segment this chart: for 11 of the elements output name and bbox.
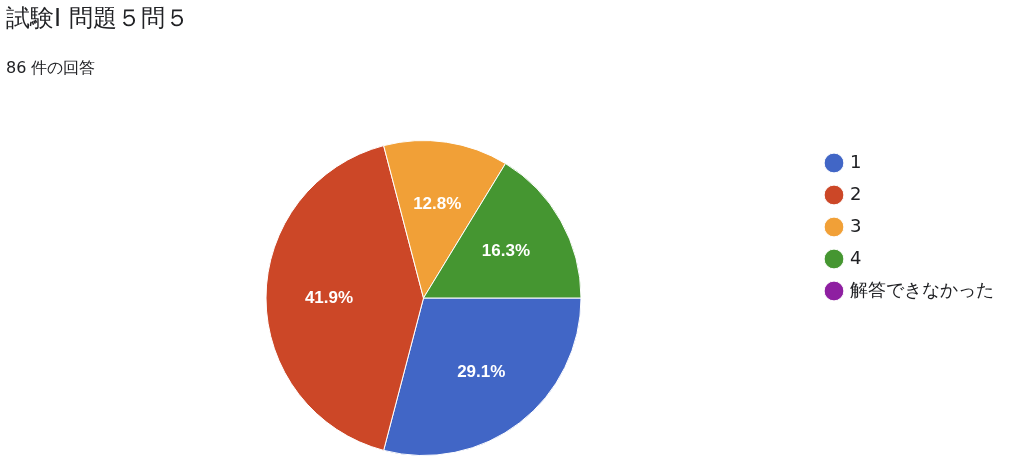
text: 86 件の回答 <box>6 58 96 79</box>
data-label: 29.1% <box>457 362 506 382</box>
legend-label: 3 <box>850 214 862 236</box>
legend-label: 1 <box>850 150 862 172</box>
legend-label: 4 <box>850 246 862 268</box>
data-label: 12.8% <box>413 194 462 214</box>
legend-label: 解答できなかった <box>850 278 994 300</box>
chart-title: 試験Ⅰ 問題５問５ <box>6 3 189 34</box>
data-label: 16.3% <box>481 241 530 261</box>
data-label: 41.9% <box>304 287 354 307</box>
legend-label: 2 <box>850 182 862 204</box>
